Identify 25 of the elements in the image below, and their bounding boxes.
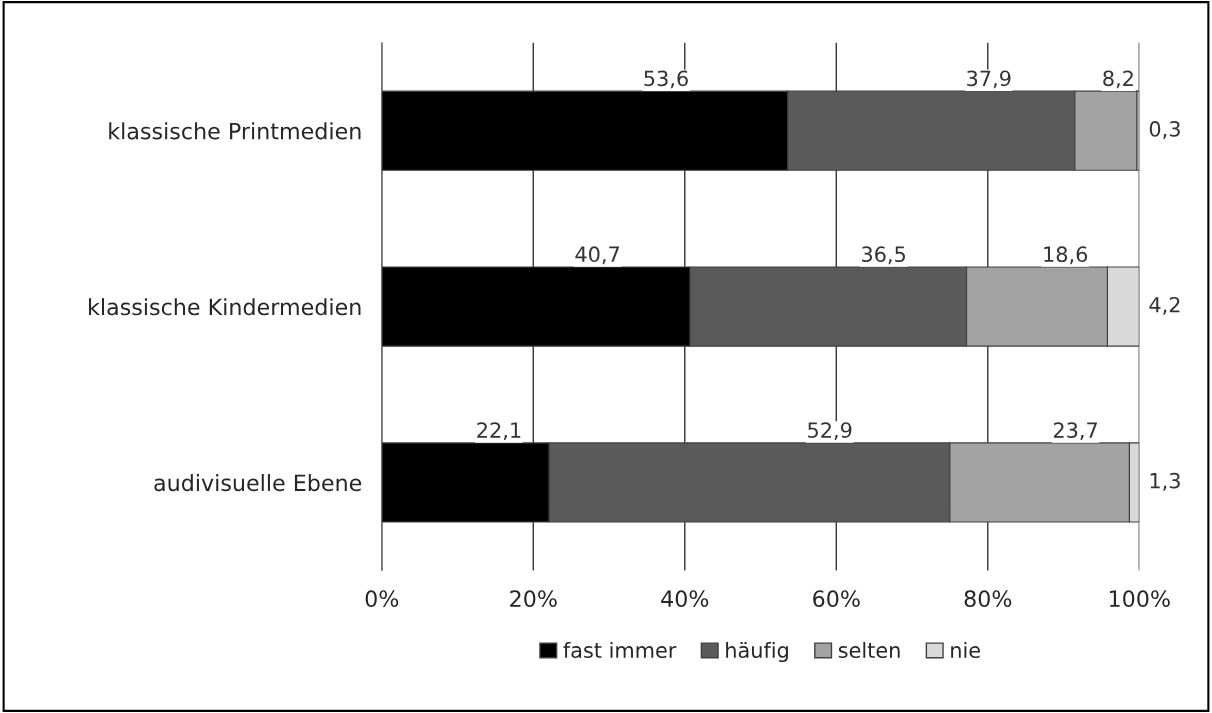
y-tick-label: klassische Kindermedien	[89, 298, 361, 316]
data-label: 4,2	[1149, 296, 1180, 315]
y-tick-label: klassische Printmedien	[109, 122, 361, 140]
data-label: 37,9	[967, 70, 1011, 89]
data-label: 36,5	[862, 246, 905, 265]
legend-label: häufig	[726, 641, 788, 663]
data-label: 23,7	[1053, 422, 1097, 441]
data-label: 18,6	[1044, 246, 1088, 265]
data-label: 0,3	[1149, 121, 1180, 139]
data-label: 1,3	[1150, 472, 1180, 491]
data-label: 8,2	[1103, 70, 1133, 89]
data-label: 40,7	[575, 246, 619, 265]
legend-label: fast immer	[563, 641, 677, 659]
data-label: 52,9	[808, 422, 852, 441]
legend-label: nie	[951, 641, 980, 659]
x-tick-label: 20%	[510, 590, 557, 608]
data-label: 22,1	[477, 422, 521, 441]
legend-label: selten	[838, 641, 900, 659]
x-tick-label: 100%	[1109, 590, 1170, 608]
y-tick-label: audivisuelle Ebene	[154, 474, 362, 492]
x-tick-label: 60%	[813, 590, 860, 608]
data-label: 53,6	[644, 70, 688, 89]
x-tick-label: 40%	[661, 590, 709, 608]
x-tick-label: 80%	[964, 590, 1012, 608]
x-tick-label: 0%	[365, 590, 399, 608]
